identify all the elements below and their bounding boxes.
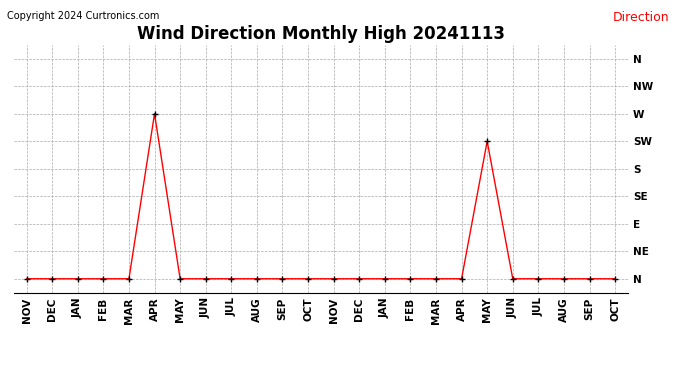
- Title: Wind Direction Monthly High 20241113: Wind Direction Monthly High 20241113: [137, 26, 505, 44]
- Text: Copyright 2024 Curtronics.com: Copyright 2024 Curtronics.com: [7, 11, 159, 21]
- Text: Direction: Direction: [613, 11, 669, 24]
